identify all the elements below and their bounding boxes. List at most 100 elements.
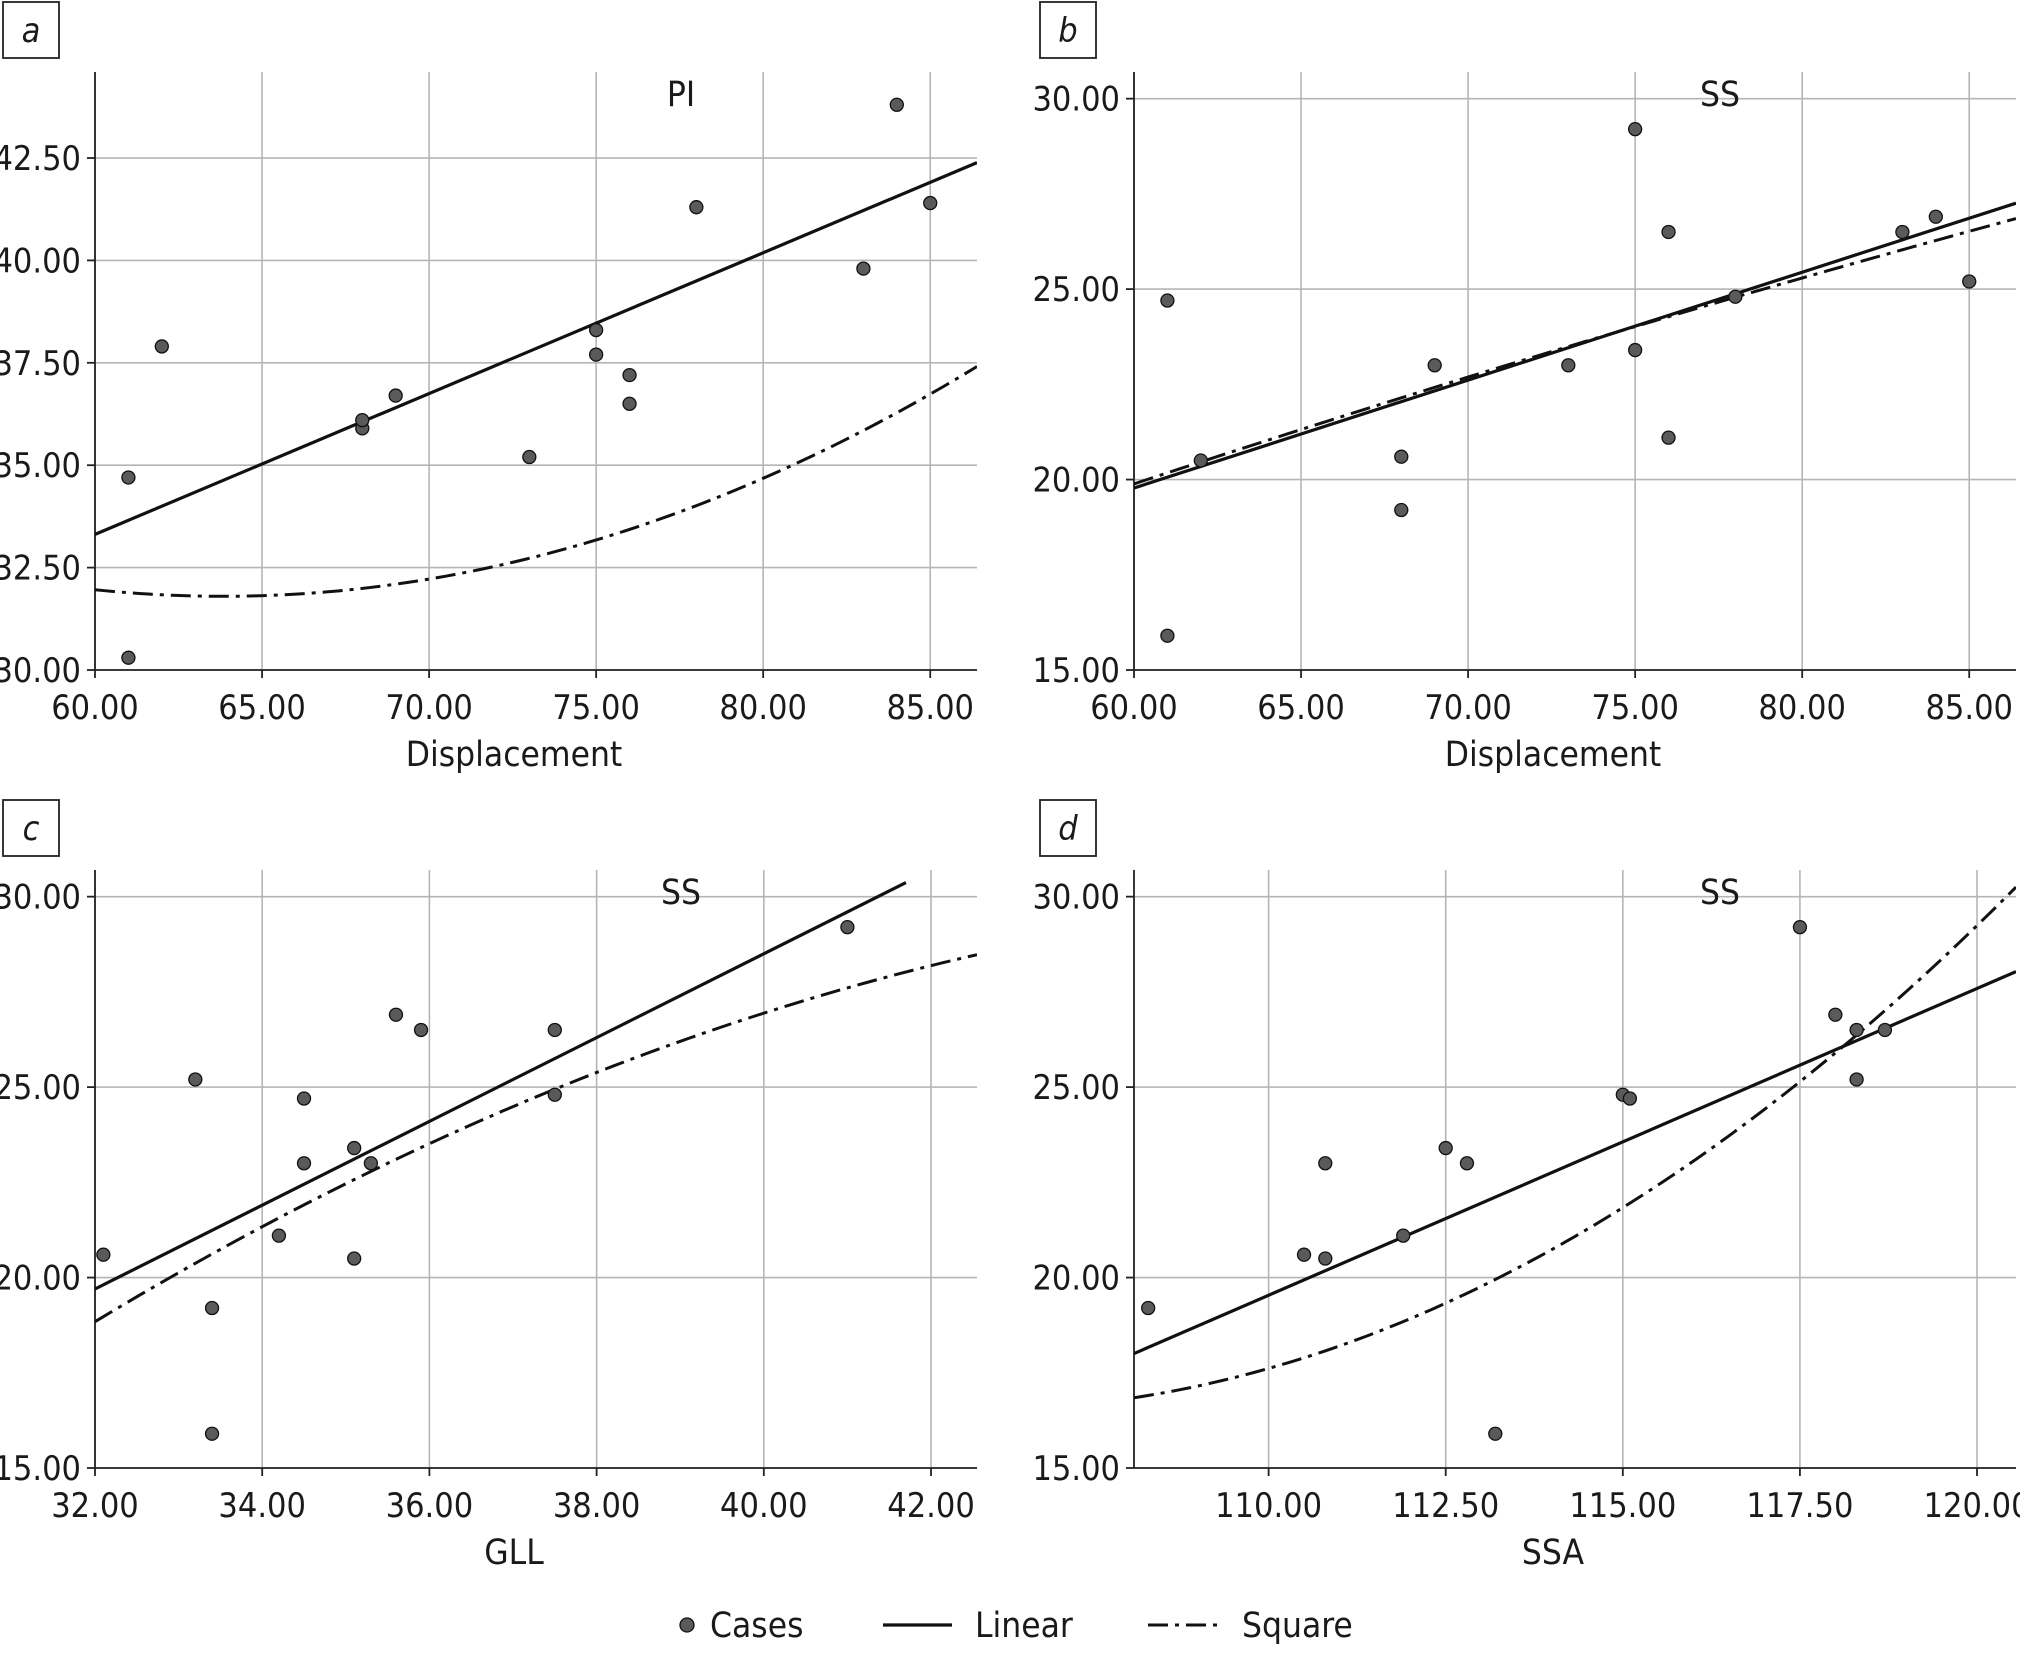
case-point xyxy=(413,1022,429,1038)
linear-fit-line xyxy=(95,161,977,536)
case-point xyxy=(121,470,136,485)
case-point xyxy=(1661,430,1676,445)
x-tick-label: 34.00 xyxy=(218,1486,306,1526)
x-tick-label: 32.00 xyxy=(51,1486,139,1526)
case-point xyxy=(96,1247,111,1262)
chart-panel-a: 60.00 65.00 70.00 75.00 80.00 85.00 30.00 32.50… xyxy=(0,1,977,775)
y-tick-label: 25.00 xyxy=(0,1068,81,1108)
panel-letter-box xyxy=(1039,799,1097,857)
case-point xyxy=(588,347,604,362)
fit-curves xyxy=(1134,201,2016,490)
chart-panel-d: 110.00 112.50 115.00 117.50 120.00 15.00 20.00… xyxy=(1032,799,2020,1573)
case-point xyxy=(204,1300,220,1316)
panel-letter: d xyxy=(1058,809,1078,849)
case-point xyxy=(1728,289,1743,304)
y-tick-label: 20.00 xyxy=(1032,1259,1120,1299)
y-tick-label: 30.00 xyxy=(1032,80,1120,120)
chart-panel-c: 32.00 34.00 36.00 38.00 40.00 42.00 15.00 20.00… xyxy=(0,799,977,1573)
legend-cases-label: Cases xyxy=(710,1606,803,1646)
case-point xyxy=(1318,1251,1333,1266)
y-tick-label: 25.00 xyxy=(1032,1068,1120,1108)
case-point xyxy=(1849,1072,1864,1087)
case-point xyxy=(188,1072,203,1087)
x-axis-title: Displacement xyxy=(1445,735,1662,775)
case-point xyxy=(1160,628,1175,643)
case-point xyxy=(296,1156,312,1171)
fit-curves xyxy=(95,161,977,598)
case-point xyxy=(1895,224,1910,240)
case-point xyxy=(547,1087,562,1102)
case-point xyxy=(388,388,403,403)
case-point xyxy=(923,195,938,211)
x-tick-label: 120.00 xyxy=(1924,1486,2020,1526)
square-fit-curve xyxy=(95,953,977,1323)
case-point xyxy=(121,650,136,665)
x-tick-label: 70.00 xyxy=(1424,688,1512,728)
case-point xyxy=(154,339,169,354)
x-tick-label: 117.50 xyxy=(1746,1486,1853,1526)
x-tick-label: 85.00 xyxy=(1925,688,2013,728)
y-tick-label: 35.00 xyxy=(0,446,81,486)
case-point xyxy=(347,1251,362,1266)
case-point xyxy=(1849,1022,1864,1038)
y-tick-label: 30.00 xyxy=(0,651,81,691)
linear-fit-line xyxy=(95,881,907,1291)
square-fit-curve xyxy=(95,365,977,598)
case-point xyxy=(363,1156,379,1171)
panel-letter: c xyxy=(23,809,40,849)
case-point xyxy=(1318,1156,1333,1171)
x-tick-label: 42.00 xyxy=(887,1486,975,1526)
x-axis-title: GLL xyxy=(484,1533,544,1573)
case-point xyxy=(856,261,871,276)
plot-title: SS xyxy=(1700,75,1740,115)
x-tick-label: 115.00 xyxy=(1569,1486,1676,1526)
case-point xyxy=(296,1091,312,1106)
case-point xyxy=(1394,502,1409,518)
legend-square-label: Square xyxy=(1242,1606,1353,1646)
case-point xyxy=(1459,1156,1475,1171)
x-tick-label: 112.50 xyxy=(1392,1486,1499,1526)
plot-title: PI xyxy=(667,75,695,115)
case-point xyxy=(1877,1022,1893,1038)
y-tick-label: 37.50 xyxy=(0,344,81,384)
panel-letter: b xyxy=(1058,11,1077,51)
case-point xyxy=(1661,224,1676,240)
x-tick-label: 110.00 xyxy=(1215,1486,1322,1526)
fit-curves xyxy=(95,881,977,1323)
panels: 60.00 65.00 70.00 75.00 80.00 85.00 30.00 32.50… xyxy=(0,1,2020,1573)
y-tick-label: 32.50 xyxy=(0,549,81,589)
x-axis-title: SSA xyxy=(1522,1533,1585,1573)
x-tick-label: 80.00 xyxy=(719,688,807,728)
case-point xyxy=(1141,1300,1156,1316)
case-point xyxy=(547,1022,562,1038)
y-tick-label: 20.00 xyxy=(1032,461,1120,501)
plot-title: SS xyxy=(1700,873,1740,913)
case-point xyxy=(840,919,855,935)
panel-letter-box xyxy=(2,799,60,857)
case-point xyxy=(622,396,637,411)
panel-letter-box xyxy=(1039,1,1097,59)
x-tick-label: 70.00 xyxy=(385,688,473,728)
case-point xyxy=(622,367,637,383)
legend-linear-label: Linear xyxy=(975,1606,1073,1646)
panel-letter: a xyxy=(22,11,41,51)
x-tick-label: 65.00 xyxy=(218,688,306,728)
case-point xyxy=(1396,1228,1411,1243)
x-tick-label: 60.00 xyxy=(1090,688,1178,728)
x-tick-label: 60.00 xyxy=(51,688,139,728)
plot-title: SS xyxy=(661,873,701,913)
case-point xyxy=(388,1007,404,1022)
y-tick-label: 30.00 xyxy=(0,878,81,918)
case-point xyxy=(522,449,537,465)
case-point xyxy=(1792,919,1808,935)
case-point xyxy=(347,1140,362,1156)
legend-cases-marker xyxy=(679,1617,695,1633)
case-point xyxy=(1193,453,1208,468)
linear-fit-line xyxy=(1134,970,2016,1356)
case-point xyxy=(1427,358,1442,373)
square-fit-curve xyxy=(1134,217,2016,486)
case-point xyxy=(1622,1091,1638,1106)
x-tick-label: 85.00 xyxy=(886,688,974,728)
case-point xyxy=(1627,342,1643,358)
